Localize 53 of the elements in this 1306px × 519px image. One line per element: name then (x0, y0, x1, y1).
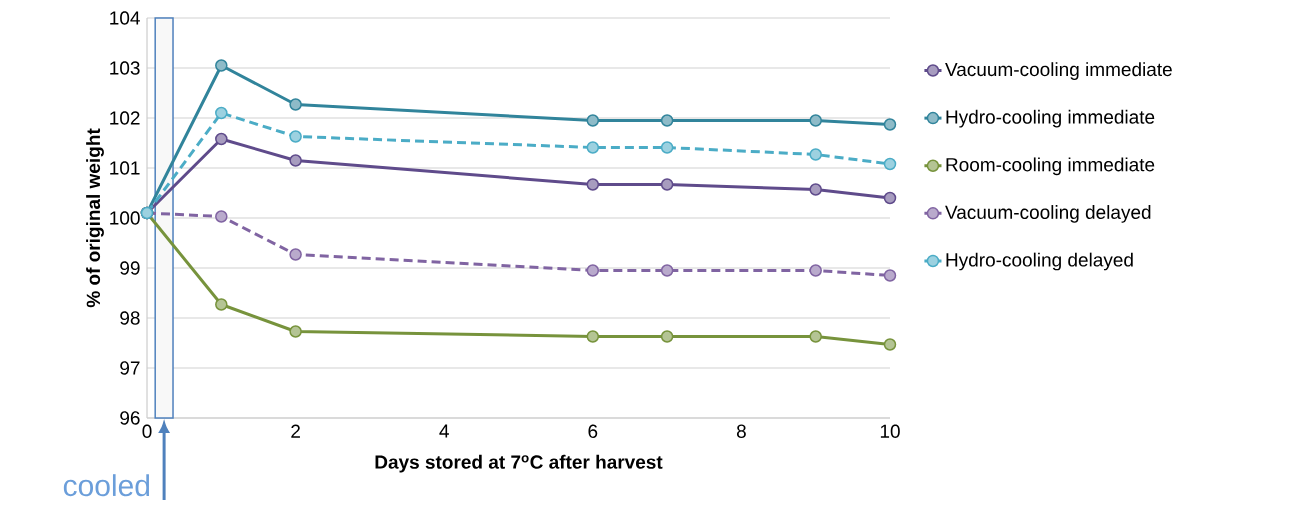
y-tick-label: 96 (120, 411, 140, 425)
x-tick-label: 8 (736, 424, 746, 438)
x-tick-label: 10 (880, 424, 900, 438)
y-tick-label: 103 (110, 61, 140, 75)
y-tick-label: 100 (110, 211, 140, 225)
y-tick-label: 97 (120, 361, 140, 375)
point (660, 114, 674, 127)
point (809, 148, 822, 161)
x-tick-label: 0 (142, 424, 152, 438)
point (883, 269, 897, 282)
point (215, 298, 228, 311)
point (289, 130, 302, 143)
x-tick-label: 6 (588, 424, 598, 438)
point (660, 264, 674, 277)
y-tick-label: 102 (110, 111, 140, 125)
x-tick-label: 2 (291, 424, 300, 438)
point (586, 141, 600, 154)
point (809, 183, 822, 196)
legend-label: Vacuum-cooling immediate (945, 62, 1172, 80)
legend-label: Hydro-cooling immediate (946, 109, 1155, 128)
point (289, 98, 302, 111)
point (215, 210, 228, 223)
point (586, 330, 600, 343)
point (215, 106, 228, 120)
point (883, 191, 897, 205)
point (289, 325, 302, 338)
point (883, 157, 897, 171)
y-tick-label: 98 (120, 311, 140, 325)
point (215, 132, 228, 146)
y-tick-label: 101 (110, 161, 140, 175)
x-tick-label: 4 (439, 424, 449, 438)
point (289, 248, 302, 261)
legend-label: Room-cooling immediate (946, 157, 1155, 176)
y-tick-label: 104 (110, 11, 140, 25)
point (586, 178, 600, 191)
point (586, 264, 600, 277)
point (660, 178, 674, 191)
point (809, 114, 822, 127)
y-tick-label: 99 (120, 261, 140, 275)
point (660, 330, 674, 343)
point (289, 154, 302, 167)
point (809, 330, 822, 343)
band-label: cooled (63, 474, 150, 497)
legend-label: Hydro-cooling delayed (946, 252, 1133, 271)
x-axis-title: Days stored at 7$^{o}$C after harvest (375, 454, 663, 473)
legend-label: Vacuum-cooling delayed (945, 205, 1151, 223)
y-axis-title: % of original weight (86, 128, 104, 308)
point (586, 114, 600, 127)
point (215, 59, 228, 72)
point (883, 118, 897, 131)
point (809, 264, 822, 277)
point (883, 338, 897, 351)
point (660, 141, 674, 154)
